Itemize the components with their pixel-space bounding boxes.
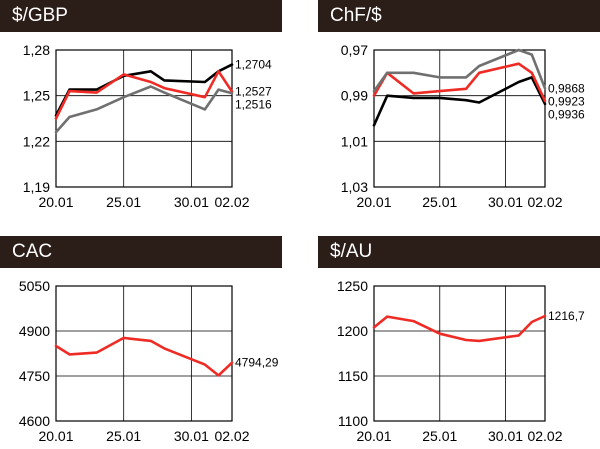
end-value-label: 4794,29 (235, 356, 279, 370)
x-tick-label: 25.01 (106, 428, 141, 444)
y-tick-label: 1,28 (23, 42, 50, 58)
y-tick-label: 0,99 (341, 88, 368, 104)
series-line (372, 314, 547, 343)
x-tick-label: 02.02 (214, 428, 249, 444)
y-tick-label: 4600 (19, 413, 50, 429)
y-tick-label: 5050 (19, 278, 50, 294)
x-tick-label: 02.02 (214, 194, 249, 210)
end-value-label: 1,2527 (235, 85, 272, 99)
x-tick-label: 02.02 (527, 428, 562, 444)
chart-title: $/AU (318, 236, 600, 268)
chart-title: CAC (0, 236, 282, 268)
plot-frame (55, 285, 233, 422)
x-tick-label: 20.01 (38, 428, 73, 444)
x-tick-label: 20.01 (356, 428, 391, 444)
series-line (54, 336, 234, 377)
plot-frame (373, 285, 546, 422)
y-tick-label: 4900 (19, 323, 50, 339)
x-tick-label: 25.01 (106, 194, 141, 210)
x-tick-label: 30.01 (488, 194, 523, 210)
series-line (372, 48, 547, 93)
y-tick-label: 1,22 (23, 133, 50, 149)
y-tick-label: 1,19 (23, 179, 50, 195)
series-line (54, 85, 234, 134)
y-tick-label: 1,25 (23, 88, 50, 104)
chart-title: ChF/$ (318, 0, 600, 32)
y-tick-label: 1,01 (341, 133, 368, 149)
end-value-label: 1216,7 (548, 309, 585, 323)
x-tick-label: 25.01 (422, 428, 457, 444)
x-tick-label: 30.01 (488, 428, 523, 444)
series-line (54, 63, 234, 117)
series-line (372, 76, 547, 127)
x-tick-label: 25.01 (422, 194, 457, 210)
chart-title: $/GBP (0, 0, 282, 32)
end-value-label: 1,2704 (235, 58, 272, 72)
series-line (54, 70, 234, 120)
end-value-label: 0,9868 (548, 81, 585, 95)
y-tick-label: 1250 (337, 278, 368, 294)
y-tick-label: 1100 (338, 413, 368, 429)
plot-frame (373, 49, 546, 188)
end-value-label: 0,9936 (548, 107, 585, 121)
x-tick-label: 30.01 (174, 428, 209, 444)
x-tick-label: 20.01 (38, 194, 73, 210)
y-tick-label: 0,97 (341, 42, 368, 58)
x-tick-label: 02.02 (527, 194, 562, 210)
y-tick-label: 1150 (338, 368, 368, 384)
x-tick-label: 20.01 (356, 194, 391, 210)
end-value-label: 0,9923 (548, 94, 585, 108)
y-tick-label: 1200 (337, 323, 368, 339)
series-line (372, 62, 547, 103)
x-tick-label: 30.01 (174, 194, 209, 210)
y-tick-label: 4750 (19, 368, 50, 384)
y-tick-label: 1,03 (341, 179, 368, 195)
plot-frame (55, 49, 233, 188)
end-value-label: 1,2516 (235, 98, 272, 112)
